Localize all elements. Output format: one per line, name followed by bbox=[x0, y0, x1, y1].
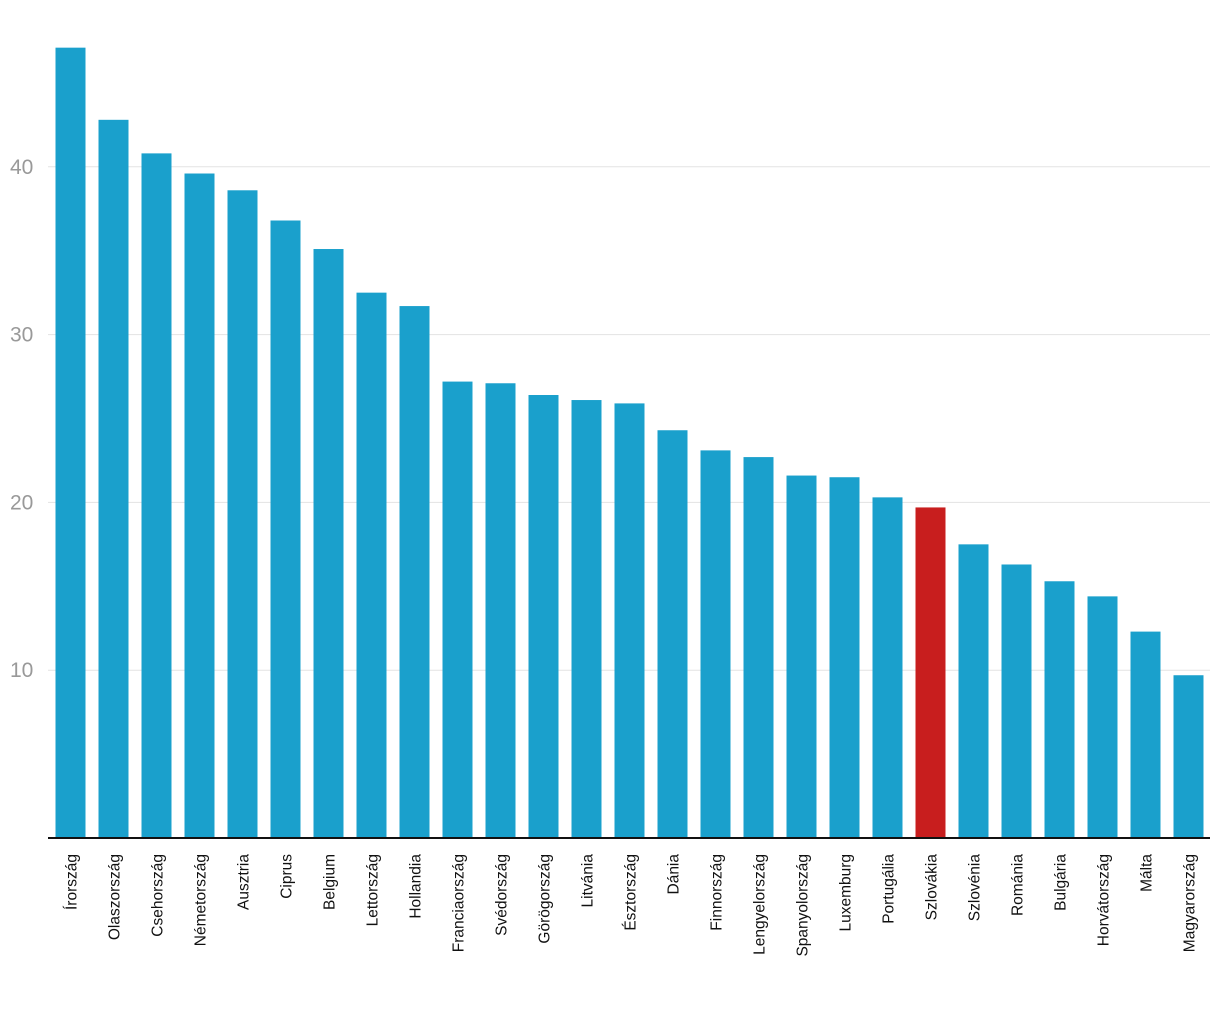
bar-bulgaria bbox=[1044, 581, 1075, 838]
bar-portugalia bbox=[872, 497, 903, 838]
x-tick-label-finnorszag: Finnország bbox=[709, 854, 726, 931]
x-axis-ticks: Írország Olaszország Csehország Németország… bbox=[64, 854, 1199, 957]
x-tick-label-horvatorszag: Horvátország bbox=[1096, 854, 1113, 946]
x-tick-label-belgium: Belgium bbox=[322, 854, 339, 910]
x-tick-label-magyarorszag: Magyarország bbox=[1182, 854, 1199, 952]
x-tick-label-litvania: Litvánia bbox=[580, 854, 597, 908]
x-tick-label-dania: Dánia bbox=[666, 854, 683, 895]
x-tick-label-szlovenia: Szlovénia bbox=[967, 854, 984, 922]
bar-ausztria bbox=[227, 190, 258, 839]
x-tick-label-ausztria: Ausztria bbox=[236, 854, 253, 910]
bar-franciaorszag bbox=[442, 381, 473, 838]
x-tick-label-szlovakia: Szlovákia bbox=[924, 854, 941, 921]
y-tick-label-10: 10 bbox=[10, 659, 33, 682]
bar-lengyelorszag bbox=[743, 457, 774, 838]
bar-irorszag bbox=[55, 47, 86, 839]
x-tick-label-svedorszag: Svédország bbox=[494, 854, 511, 936]
x-tick-label-ciprus: Ciprus bbox=[279, 854, 296, 899]
x-tick-label-malta: Málta bbox=[1139, 854, 1156, 892]
bar-dania bbox=[657, 430, 688, 838]
y-tick-label-20: 20 bbox=[10, 491, 33, 514]
y-tick-label-40: 40 bbox=[10, 156, 33, 179]
bars bbox=[55, 47, 1204, 839]
x-tick-label-franciaorszag: Franciaország bbox=[451, 854, 468, 952]
bar-gorogorszag bbox=[528, 395, 559, 838]
x-tick-label-lengyelorszag: Lengyelország bbox=[752, 854, 769, 955]
x-tick-label-olaszorszag: Olaszország bbox=[107, 854, 124, 940]
bar-nemetorszag bbox=[184, 173, 215, 839]
bar-finnorszag bbox=[700, 450, 731, 838]
x-tick-label-hollandia: Hollandia bbox=[408, 854, 425, 919]
bar-horvatorszag bbox=[1087, 596, 1118, 838]
bar-spanyolorszag bbox=[786, 475, 817, 838]
bar-romania bbox=[1001, 564, 1032, 838]
bar-lettorszag bbox=[356, 292, 387, 838]
x-tick-label-gorogorszag: Görögország bbox=[537, 854, 554, 944]
x-tick-label-esztorszag: Észtország bbox=[623, 854, 640, 931]
x-tick-label-romania: Románia bbox=[1010, 854, 1027, 916]
x-tick-label-bulgaria: Bulgária bbox=[1053, 854, 1070, 911]
bar-litvania bbox=[571, 400, 602, 838]
bar-szlovenia bbox=[958, 544, 989, 838]
x-tick-label-irorszag: Írország bbox=[64, 854, 81, 910]
x-tick-label-nemetorszag: Németország bbox=[193, 854, 210, 946]
bar-svedorszag bbox=[485, 383, 516, 838]
x-tick-label-csehorszag: Csehország bbox=[150, 854, 167, 937]
bar-ciprus bbox=[270, 220, 301, 839]
bar-belgium bbox=[313, 249, 344, 839]
x-tick-label-luxemburg: Luxemburg bbox=[838, 854, 855, 932]
y-tick-label-30: 30 bbox=[10, 324, 33, 347]
y-axis-ticks: 10 20 30 40 bbox=[10, 156, 33, 682]
bar-luxemburg bbox=[829, 477, 860, 838]
bar-esztorszag bbox=[614, 403, 645, 838]
x-tick-label-lettorszag: Lettország bbox=[365, 854, 382, 926]
x-tick-label-portugalia: Portugália bbox=[881, 854, 898, 924]
bar-hollandia bbox=[399, 306, 430, 839]
bar-olaszorszag bbox=[98, 119, 129, 839]
bar-csehorszag bbox=[141, 153, 172, 839]
bar-szlovakia bbox=[915, 507, 946, 838]
x-tick-label-spanyolorszag: Spanyolország bbox=[795, 854, 812, 957]
bar-magyarorszag bbox=[1173, 675, 1204, 838]
bar-malta bbox=[1130, 631, 1161, 838]
